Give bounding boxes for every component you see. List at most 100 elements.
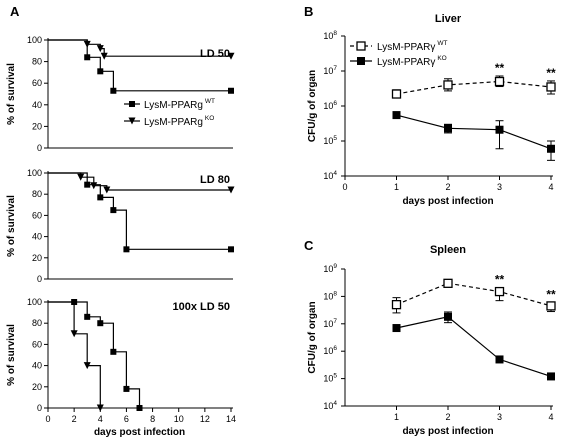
spleen-y-axis-title: CFU/g of organ: [307, 301, 318, 373]
liver-significance-label: **: [546, 66, 556, 80]
surv3-x-tick-label: 8: [150, 414, 155, 424]
spleen-significance-label: **: [495, 273, 505, 287]
surv3-x-tick-label: 2: [72, 414, 77, 424]
liver-y-tick-label: 104: [323, 170, 337, 181]
surv3-x-axis-title: days post infection: [94, 427, 185, 438]
surv3-series-1-line: [48, 301, 141, 408]
surv1-series-2-point: [96, 45, 104, 53]
surv3-x-tick-label: 10: [174, 414, 184, 424]
surv1-series-1-point: [228, 87, 234, 94]
surv-legend-label: LysM-PPARg KO: [144, 115, 214, 128]
liver-series-1-point: [546, 82, 556, 92]
liver-series-2-line: [396, 114, 552, 150]
surv-legend-label: LysM-PPARg WT: [144, 98, 215, 111]
surv2-series-1-line: [48, 172, 231, 250]
liver-x-tick-label: 2: [445, 182, 450, 192]
surv1-y-tick-label: 100: [27, 35, 42, 45]
liver-series-1-line: [396, 80, 552, 95]
surv2-y-tick-label: 20: [32, 253, 42, 263]
surv2-y-tick-label: 100: [27, 168, 42, 178]
liver-series-2-point: [444, 124, 452, 133]
surv3-series-2-point: [83, 362, 91, 370]
surv-legend-marker: [129, 101, 135, 107]
spleen-y-tick-label: 105: [323, 373, 337, 384]
spleen-y-tick-label: 109: [323, 263, 337, 274]
surv1-y-tick-label: 20: [32, 121, 42, 131]
surv3-series-2-point: [70, 330, 78, 338]
surv1-series-1-point: [110, 87, 117, 94]
surv1-series-1-point: [97, 68, 104, 75]
surv2-series-1-point: [84, 181, 91, 188]
spleen-series-1-point: [391, 299, 402, 310]
surv2-series-2-point: [227, 186, 235, 194]
spleen-y-tick-label: 107: [323, 318, 337, 329]
spleen-title: Spleen: [430, 244, 466, 256]
spleen-x-tick-label: 3: [497, 412, 502, 422]
surv3-title: 100x LD 50: [173, 301, 230, 313]
surv3-series-1-point: [136, 405, 143, 411]
liver-x-tick-label: 3: [497, 182, 502, 192]
liver-significance-label: **: [495, 61, 505, 75]
spleen-y-tick-label: 108: [323, 290, 337, 301]
liver-series-2-point: [547, 144, 555, 153]
spleen-series-1-point: [443, 278, 453, 288]
spleen-x-tick-label: 1: [394, 412, 399, 422]
surv3-x-tick-label: 14: [226, 414, 236, 424]
surv2-series-2-point: [103, 186, 111, 194]
surv2-y-tick-label: 0: [37, 274, 42, 284]
spleen-x-tick-label: 4: [548, 412, 553, 422]
surv2-series-1-point: [123, 246, 130, 253]
liver-x-tick-label: 4: [548, 182, 553, 192]
surv3-x-tick-label: 0: [45, 414, 50, 424]
surv2-series-2-point: [77, 173, 85, 181]
surv1-series-1-point: [84, 54, 91, 61]
spleen-series-2-point: [392, 324, 401, 333]
surv2-title: LD 80: [200, 174, 230, 186]
surv1-y-tick-label: 40: [32, 100, 42, 110]
spleen-series-2-point: [495, 355, 504, 364]
surv2-series-1-point: [228, 246, 234, 253]
liver-x-tick-label: 1: [394, 182, 399, 192]
surv3-series-1-point: [84, 313, 91, 320]
liver-x-tick-label: 0: [342, 182, 347, 192]
surv3-y-tick-label: 60: [32, 339, 42, 349]
spleen-series-2-line: [396, 316, 552, 377]
spleen-series-1-point: [494, 286, 505, 297]
surv2-y-tick-label: 40: [32, 232, 42, 242]
surv1-y-axis-title: % of survival: [6, 63, 17, 125]
spleen-series-1-line: [396, 282, 552, 307]
surv2-y-tick-label: 80: [32, 189, 42, 199]
surv-legend-marker: [128, 117, 136, 125]
surv1-y-tick-label: 0: [37, 143, 42, 153]
surv2-y-axis-title: % of survival: [6, 195, 17, 257]
surv3-y-tick-label: 40: [32, 361, 42, 371]
liver-series-1-point: [391, 89, 402, 99]
surv3-series-1-point: [110, 348, 117, 355]
surv2-y-tick-label: 60: [32, 210, 42, 220]
surv3-series-1-point: [123, 385, 130, 392]
surv2-series-1-point: [97, 194, 104, 201]
liver-title: Liver: [435, 13, 462, 25]
liver-y-axis-title: CFU/g of organ: [307, 70, 318, 142]
panel-letter-c: C: [304, 238, 314, 253]
liver-series-1-point: [443, 80, 453, 90]
spleen-x-tick-label: 2: [445, 412, 450, 422]
liver-legend-marker: [357, 57, 365, 65]
surv3-y-tick-label: 80: [32, 318, 42, 328]
liver-y-tick-label: 108: [323, 30, 337, 41]
liver-legend-label: LysM-PPARγ WT: [377, 40, 447, 53]
surv1-title: LD 50: [200, 48, 230, 60]
spleen-y-tick-label: 106: [323, 345, 337, 356]
surv1-series-2-point: [100, 52, 108, 60]
liver-y-tick-label: 105: [323, 135, 337, 146]
surv1-y-tick-label: 60: [32, 78, 42, 88]
surv3-x-tick-label: 6: [124, 414, 129, 424]
panel-letter-b: B: [304, 4, 313, 19]
spleen-x-axis-title: days post infection: [402, 426, 493, 437]
spleen-y-tick-label: 104: [323, 400, 337, 411]
surv3-y-tick-label: 100: [27, 297, 42, 307]
surv3-x-tick-label: 12: [200, 414, 210, 424]
liver-series-2-point: [495, 125, 504, 134]
surv2-series-2-point: [90, 182, 98, 190]
